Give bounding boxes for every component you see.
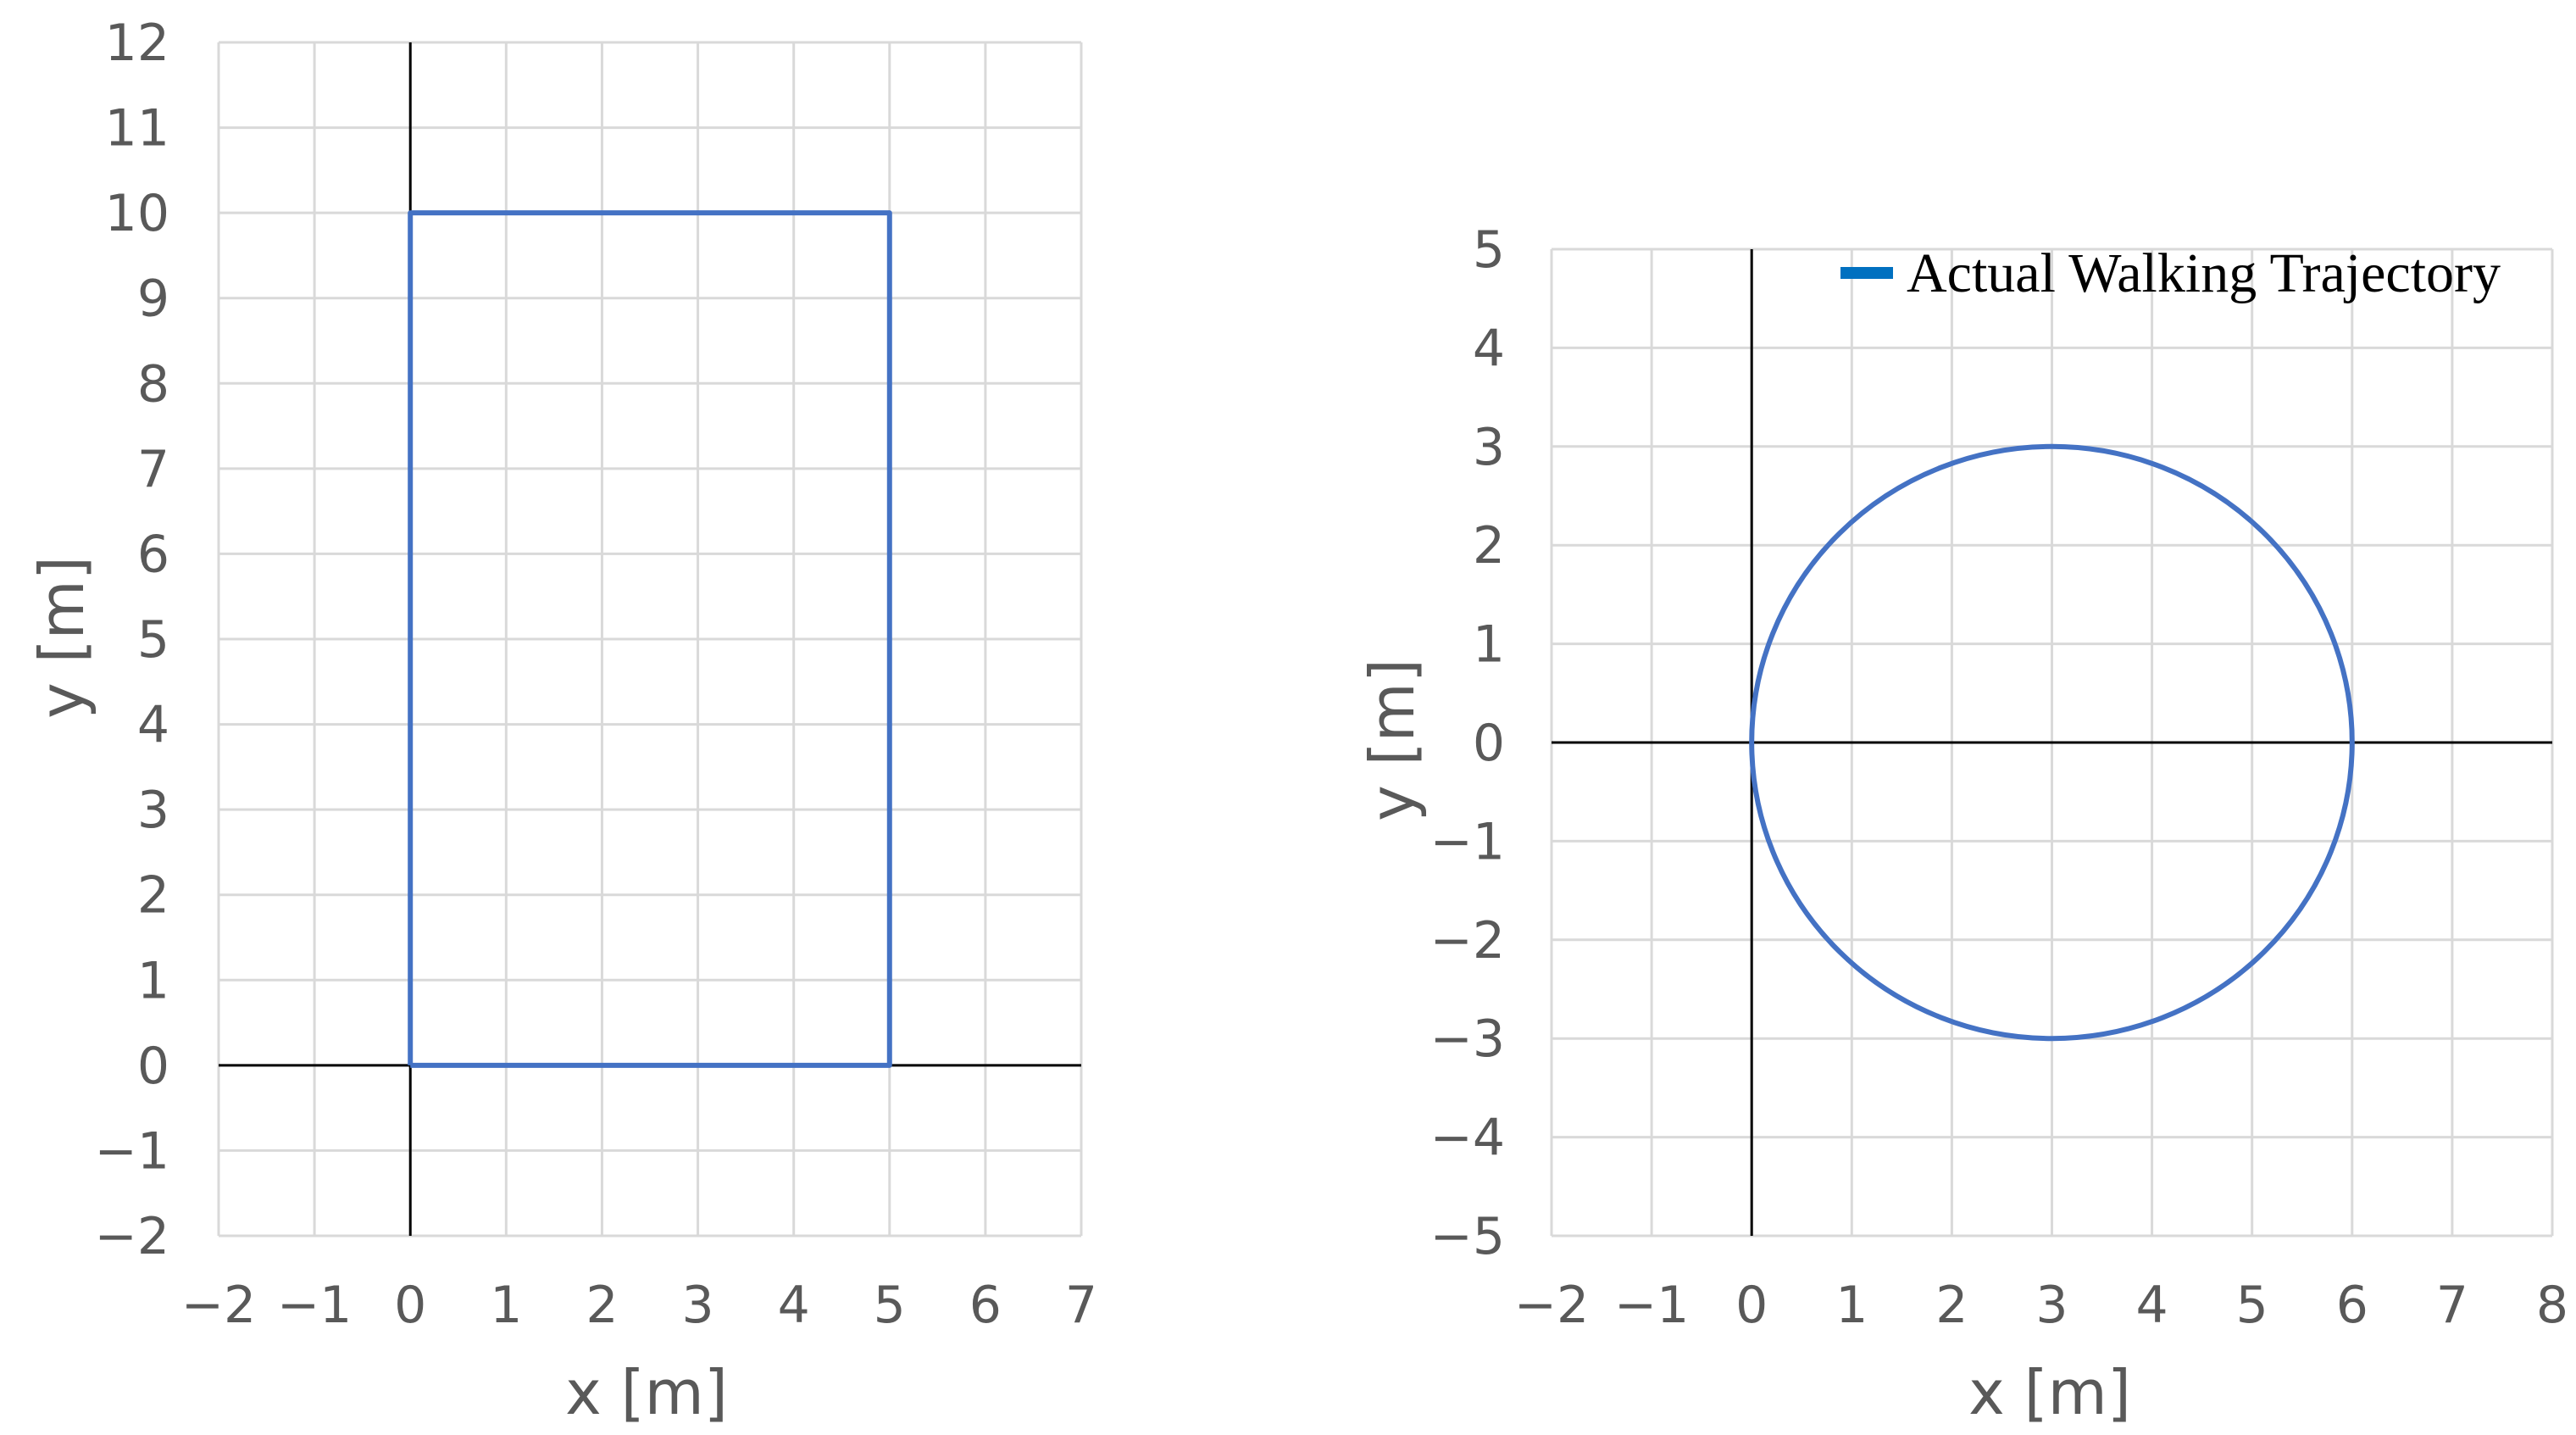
x-tick-label: 8	[2536, 1276, 2568, 1335]
x-tick-label: −2	[1514, 1276, 1589, 1335]
x-tick-labels: −2 −1 0 1 2 3 4 5 6 7 8	[1514, 1276, 2568, 1335]
y-tick-labels: −5 −4 −3 −2 −1 0 1 2 3 4 5	[1430, 220, 1505, 1266]
x-tick-label: 0	[1735, 1276, 1768, 1335]
y-tick-label: 4	[1473, 319, 1505, 378]
x-tick-label: 4	[778, 1276, 810, 1335]
x-tick-label: 5	[874, 1276, 906, 1335]
y-axis-title: y [m]	[1357, 659, 1428, 821]
y-tick-label: −3	[1430, 1010, 1505, 1069]
x-tick-label: 6	[2336, 1276, 2368, 1335]
x-tick-label: 0	[394, 1276, 426, 1335]
grid	[217, 41, 1083, 1238]
x-tick-label: 2	[586, 1276, 618, 1335]
x-tick-label: −2	[181, 1276, 256, 1335]
y-tick-label: −2	[1430, 911, 1505, 971]
x-tick-label: 6	[969, 1276, 1002, 1335]
y-tick-label: 8	[137, 354, 169, 414]
y-tick-label: 0	[1473, 714, 1505, 773]
y-tick-label: 9	[137, 270, 169, 329]
y-tick-label: −5	[1430, 1207, 1505, 1266]
x-tick-label: 7	[1065, 1276, 1097, 1335]
x-axis-title: x [m]	[565, 1357, 728, 1428]
x-tick-labels: −2 −1 0 1 2 3 4 5 6 7	[181, 1276, 1097, 1335]
y-tick-label: 2	[1473, 516, 1505, 576]
legend: Actual Walking Trajectory	[1840, 242, 2501, 304]
y-tick-label: 1	[137, 951, 169, 1010]
y-tick-label: −2	[95, 1207, 169, 1266]
x-tick-label: 1	[1835, 1276, 1868, 1335]
y-tick-label: −1	[1430, 812, 1505, 871]
y-tick-label: 6	[137, 525, 169, 584]
trajectory-rectangle	[408, 210, 892, 1068]
y-tick-label: 3	[137, 781, 169, 840]
y-tick-label: 2	[137, 866, 169, 926]
legend-label: Actual Walking Trajectory	[1907, 242, 2501, 304]
x-tick-label: 4	[2136, 1276, 2168, 1335]
y-tick-label: 3	[1473, 418, 1505, 477]
x-axis-title: x [m]	[1968, 1357, 2131, 1428]
series	[1749, 443, 2355, 1042]
y-tick-label: 11	[105, 99, 169, 159]
y-tick-label: −1	[95, 1121, 169, 1181]
trajectory-circle	[1749, 443, 2355, 1042]
x-tick-label: −1	[277, 1276, 352, 1335]
y-tick-label: 1	[1473, 615, 1505, 675]
y-tick-label: 12	[105, 14, 169, 73]
x-tick-label: 3	[681, 1276, 713, 1335]
x-tick-label: 2	[1935, 1276, 1968, 1335]
circle-trajectory-chart: −2 −1 0 1 2 3 4 5 6 7 8 −5 −4 −3 −2 −1 0 1 2 3 4 5 x [m] y […	[1357, 220, 2568, 1428]
series	[408, 210, 892, 1068]
x-tick-label: 5	[2236, 1276, 2268, 1335]
x-tick-label: 3	[2035, 1276, 2068, 1335]
x-tick-label: 1	[490, 1276, 522, 1335]
y-tick-label: 0	[137, 1037, 169, 1096]
y-tick-label: 10	[105, 184, 169, 243]
x-tick-label: −1	[1614, 1276, 1689, 1335]
y-axis-title: y [m]	[26, 556, 97, 719]
y-tick-label: 4	[137, 696, 169, 755]
y-tick-label: 7	[137, 440, 169, 499]
y-tick-label: 5	[1473, 220, 1505, 280]
x-tick-label: 7	[2436, 1276, 2468, 1335]
y-tick-label: −4	[1430, 1109, 1505, 1168]
y-tick-label: 5	[137, 610, 169, 670]
